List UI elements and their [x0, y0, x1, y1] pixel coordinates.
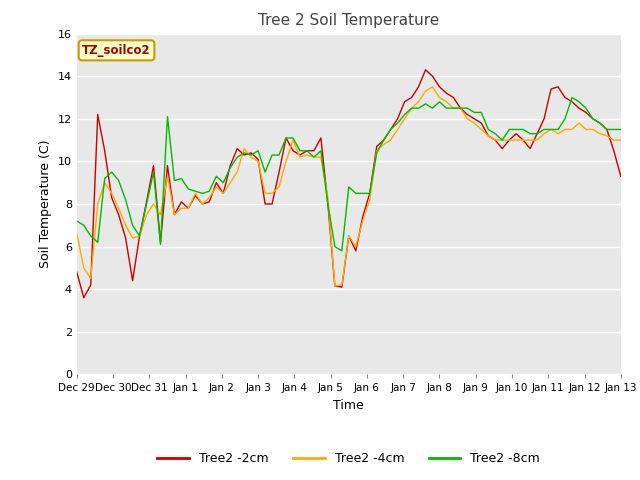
Y-axis label: Soil Temperature (C): Soil Temperature (C)	[39, 140, 52, 268]
Text: TZ_soilco2: TZ_soilco2	[82, 44, 151, 57]
Title: Tree 2 Soil Temperature: Tree 2 Soil Temperature	[258, 13, 440, 28]
X-axis label: Time: Time	[333, 399, 364, 412]
Legend: Tree2 -2cm, Tree2 -4cm, Tree2 -8cm: Tree2 -2cm, Tree2 -4cm, Tree2 -8cm	[152, 447, 545, 470]
